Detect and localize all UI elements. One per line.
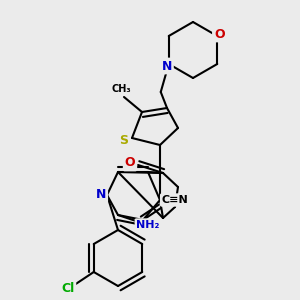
Text: N: N xyxy=(96,188,106,202)
Text: O: O xyxy=(125,157,135,169)
Text: Cl: Cl xyxy=(61,283,74,296)
Text: O: O xyxy=(214,28,225,40)
Text: C≡N: C≡N xyxy=(162,195,188,205)
Text: S: S xyxy=(119,134,128,148)
Text: NH₂: NH₂ xyxy=(136,220,160,230)
Text: CH₃: CH₃ xyxy=(111,84,131,94)
Text: N: N xyxy=(162,59,172,73)
